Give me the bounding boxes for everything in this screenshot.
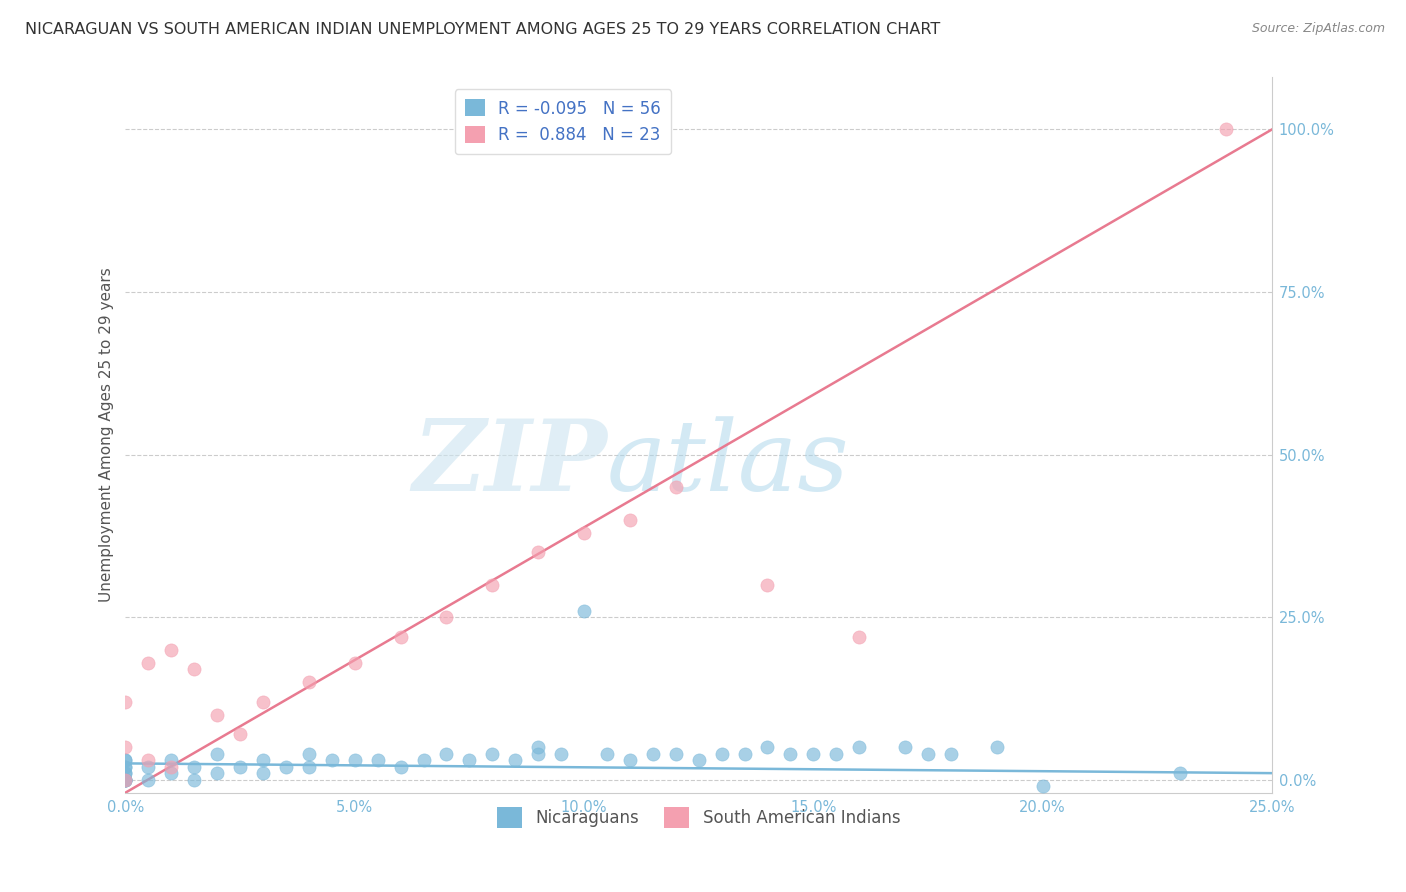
Point (160, 766, 183, 780)
Point (183, 759, 205, 773)
Point (619, 753, 641, 767)
Point (114, 753, 136, 767)
Point (756, 740, 779, 755)
Point (848, 630, 870, 644)
Point (114, 766, 136, 780)
Point (848, 740, 870, 755)
Point (114, 772, 136, 787)
Point (114, 772, 136, 787)
Point (252, 753, 274, 767)
Point (527, 740, 550, 755)
Point (367, 753, 389, 767)
Text: NICARAGUAN VS SOUTH AMERICAN INDIAN UNEMPLOYMENT AMONG AGES 25 TO 29 YEARS CORRE: NICARAGUAN VS SOUTH AMERICAN INDIAN UNEM… (25, 22, 941, 37)
Point (298, 747, 321, 761)
Point (138, 656, 160, 670)
Point (205, 707, 228, 722)
Point (114, 772, 136, 787)
Legend: Nicaraguans, South American Indians: Nicaraguans, South American Indians (491, 801, 907, 834)
Point (138, 759, 160, 773)
Point (412, 753, 434, 767)
Text: atlas: atlas (607, 416, 849, 511)
Point (436, 610, 458, 624)
Point (503, 753, 526, 767)
Point (274, 759, 297, 773)
Point (619, 512, 641, 526)
Point (779, 747, 801, 761)
Point (481, 577, 503, 591)
Point (596, 747, 619, 761)
Point (894, 740, 917, 755)
Point (138, 772, 160, 787)
Point (114, 753, 136, 767)
Point (114, 759, 136, 773)
Point (114, 766, 136, 780)
Point (688, 753, 710, 767)
Point (229, 727, 252, 741)
Point (527, 747, 550, 761)
Point (801, 747, 824, 761)
Point (572, 604, 595, 618)
Point (160, 642, 183, 657)
Point (114, 695, 136, 709)
Point (527, 545, 550, 559)
Point (1168, 766, 1191, 780)
Point (114, 740, 136, 755)
Point (734, 747, 756, 761)
Point (939, 747, 962, 761)
Point (710, 747, 733, 761)
Point (138, 753, 160, 767)
Point (252, 695, 274, 709)
Point (298, 675, 321, 690)
Point (183, 772, 205, 787)
Point (756, 577, 779, 591)
Point (825, 747, 848, 761)
Point (160, 759, 183, 773)
Point (114, 759, 136, 773)
Point (114, 772, 136, 787)
Text: ZIP: ZIP (412, 416, 607, 512)
Point (550, 747, 572, 761)
Point (252, 766, 274, 780)
Point (205, 747, 228, 761)
Point (986, 740, 1008, 755)
Point (205, 766, 228, 780)
Point (343, 753, 366, 767)
Point (641, 747, 664, 761)
Point (665, 480, 688, 494)
Point (183, 662, 205, 676)
Point (572, 525, 595, 540)
Point (389, 630, 412, 644)
Point (114, 772, 136, 787)
Point (389, 759, 412, 773)
Point (665, 747, 688, 761)
Point (343, 656, 366, 670)
Point (160, 753, 183, 767)
Point (229, 759, 252, 773)
Point (114, 772, 136, 787)
Point (1032, 779, 1054, 793)
Y-axis label: Unemployment Among Ages 25 to 29 years: Unemployment Among Ages 25 to 29 years (100, 268, 114, 602)
Point (436, 747, 458, 761)
Point (917, 747, 939, 761)
Text: Source: ZipAtlas.com: Source: ZipAtlas.com (1251, 22, 1385, 36)
Point (321, 753, 343, 767)
Point (458, 753, 481, 767)
Point (298, 759, 321, 773)
Point (481, 747, 503, 761)
Point (1215, 122, 1237, 136)
